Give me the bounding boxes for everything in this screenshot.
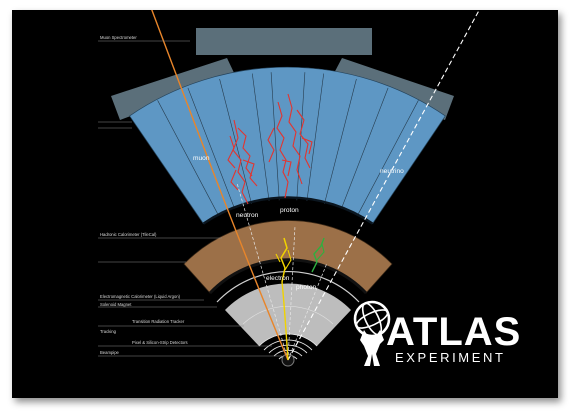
detector-figure: muon neutron proton neutrino electron ph… (12, 10, 558, 398)
transition-radiation-tracker (225, 283, 351, 346)
solenoid-magnet-label: Solenoid Magnet (100, 302, 132, 307)
muon-track (151, 10, 289, 361)
em-showers (275, 237, 325, 283)
atlas-figure-icon (353, 300, 391, 366)
atlas-wordmark: ATLAS (386, 310, 521, 354)
experiment-wordmark: EXPERIMENT (395, 350, 506, 365)
hadronic-calorimeter-label: Hadronic Calorimeter (TileCal) (100, 232, 157, 237)
electron-track (281, 281, 289, 361)
atlas-logo: ATLAS EXPERIMENT (353, 300, 521, 366)
beampipe-label: Beampipe (100, 350, 120, 355)
atlas-detector-diagram: muon neutron proton neutrino electron ph… (98, 10, 521, 367)
tracking-label: Tracking (100, 329, 117, 334)
proton-label-hadronic: proton (280, 207, 299, 214)
pixel-detectors-label: Pixel & Silicon-Strip Detectors (132, 340, 188, 345)
hadronic-shower-red (227, 93, 313, 205)
neutron-label: neutron (236, 212, 259, 219)
em-calorimeter-label: Electromagnetic Calorimeter (Liquid Argo… (100, 294, 181, 299)
neutrino-track (287, 10, 480, 361)
leader-lines (98, 40, 282, 357)
trt-label: Transition Radiation Tracker (132, 319, 185, 324)
electron-label: electron (266, 275, 290, 282)
neutrino-label: neutrino (380, 168, 404, 175)
neutral-tracks (236, 182, 328, 361)
hadronic-calorimeter (129, 66, 446, 225)
muon-label: muon (193, 155, 210, 162)
em-calorimeter (183, 220, 393, 295)
photon-label: photon (296, 284, 317, 291)
muon-spectrometer-label: Muon Spectrometer (100, 35, 137, 40)
solenoid-magnet-ring (216, 270, 360, 303)
